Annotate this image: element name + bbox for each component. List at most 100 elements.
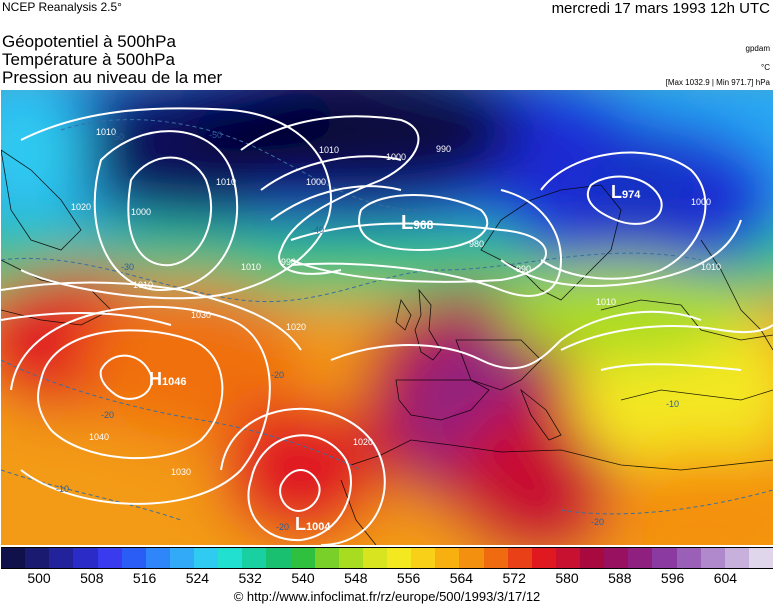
temperature-label: -10	[666, 399, 679, 409]
colorbar-tick-label: 516	[132, 570, 157, 586]
colorbar-swatch	[435, 548, 460, 568]
colorbar-swatch	[580, 548, 605, 568]
temperature-label: -20	[591, 517, 604, 527]
colorbar-swatch	[387, 548, 412, 568]
colorbar-ticks: 500 508 516 524 532 540 548 556 564 572 580 588 596 6…	[0, 570, 774, 590]
center-low-2: L974	[611, 182, 641, 202]
isobar-label: 1040	[89, 432, 109, 442]
colorbar-swatch	[73, 548, 98, 568]
temperature-label: -50	[209, 130, 222, 140]
colorbar-swatch	[604, 548, 629, 568]
temperature-labels: -50 -50 -40 -30 -20 -10 -20 -20 -10 -20	[56, 130, 679, 532]
isobar-label: 1010	[596, 297, 616, 307]
colorbar-swatch	[362, 548, 387, 568]
colorbar-tick-label: 564	[449, 570, 474, 586]
unit-pressure-range: [Max 1032.9 | Min 971.7] hPa	[665, 78, 770, 87]
colorbar-swatch	[555, 548, 580, 568]
colorbar-tick-label: 580	[555, 570, 579, 586]
temperature-label: -50	[111, 132, 124, 142]
colorbar-tick-label: 500	[27, 570, 51, 586]
colorbar-tick-label: 548	[344, 570, 368, 586]
colorbar-swatch	[483, 548, 508, 568]
colorbar-swatch	[724, 548, 749, 568]
isobar-label: 1000	[306, 177, 326, 187]
colorbar-swatch	[97, 548, 122, 568]
temperature-label: -30	[121, 262, 134, 272]
colorbar-tick-label: 532	[238, 570, 262, 586]
isobar-label: 990	[516, 264, 531, 274]
isobar-label: 1010	[216, 177, 236, 187]
geopotential-field	[1, 90, 773, 545]
colorbar-tick-label: 604	[713, 570, 738, 586]
colorbar-swatch	[338, 548, 363, 568]
colorbar-swatch	[49, 548, 74, 568]
colorbar-tick-label: 572	[502, 570, 526, 586]
temperature-label: -20	[276, 522, 289, 532]
colorbar-swatch	[266, 548, 291, 568]
isobar-label: 980	[469, 239, 484, 249]
isobar-label: 1000	[691, 197, 711, 207]
isobars	[1, 107, 773, 545]
center-low-1: L968	[401, 212, 434, 234]
date-label: mercredi 17 mars 1993 12h UTC	[551, 0, 770, 17]
colorbar-swatch	[145, 548, 170, 568]
temperature-isotherms	[1, 119, 773, 521]
colorbar-tick-label: 556	[396, 570, 421, 586]
colorbar-swatch	[121, 548, 146, 568]
colorbar-swatch	[652, 548, 677, 568]
colorbar-swatch	[1, 548, 26, 568]
colorbar-tick-label: 540	[291, 570, 315, 586]
colorbar-swatch	[748, 548, 773, 568]
isobar-label: 1010	[701, 262, 721, 272]
unit-celsius: °C	[761, 63, 770, 72]
colorbar-swatch	[676, 548, 701, 568]
colorbar-swatch	[169, 548, 194, 568]
pressure-centers: L968 L974 H1046 L1004	[149, 182, 641, 534]
isobar-label: 1010	[319, 145, 339, 155]
colorbar-swatch	[459, 548, 484, 568]
isobar-label: 1020	[71, 202, 91, 212]
isobar-label: 1010	[241, 262, 261, 272]
colorbar-swatch	[194, 548, 219, 568]
colorbar-swatch	[628, 548, 653, 568]
coastlines	[1, 149, 773, 545]
temperature-label: -20	[101, 410, 114, 420]
isobar-label: 1010	[133, 280, 153, 290]
colorbar-swatch	[700, 548, 725, 568]
colorbar-swatch	[25, 548, 50, 568]
colorbar	[1, 547, 773, 569]
colorbar-tick-label: 508	[80, 570, 104, 586]
isobar-label: 1020	[353, 437, 373, 447]
colorbar-swatch	[531, 548, 556, 568]
unit-gpdam: gpdam	[745, 44, 770, 53]
center-high-1: H1046	[149, 369, 186, 389]
title-pressure: Pression au niveau de la mer	[2, 68, 223, 87]
isobar-label: 1000	[131, 207, 151, 217]
colorbar-swatch	[411, 548, 436, 568]
temperature-label: -10	[56, 484, 69, 494]
isobar-label: 990	[436, 144, 451, 154]
colorbar-swatch	[314, 548, 339, 568]
center-low-3: L1004	[295, 514, 331, 534]
colorbar-swatch	[507, 548, 532, 568]
isobar-label: 1000	[386, 152, 406, 162]
colorbar-swatch	[290, 548, 315, 568]
isobar-label: 990	[281, 257, 296, 267]
data-source-label: NCEP Reanalysis 2.5°	[2, 0, 122, 14]
colorbar-tick-label: 588	[608, 570, 632, 586]
isobar-label: 1030	[171, 467, 191, 477]
title-geopotential: Géopotentiel à 500hPa	[2, 32, 176, 51]
temperature-label: -40	[311, 225, 324, 235]
isobar-label: 1030	[191, 310, 211, 320]
temperature-label: -20	[271, 370, 284, 380]
colorbar-swatch	[242, 548, 267, 568]
colorbar-tick-label: 596	[660, 570, 685, 586]
weather-map: L968 L974 H1046 L1004 1010 1020 1000 101…	[1, 90, 773, 545]
colorbar-swatch	[218, 548, 243, 568]
title-temperature: Température à 500hPa	[2, 50, 175, 69]
isobar-label: 1010	[96, 127, 116, 137]
copyright-url: © http://www.infoclimat.fr/rz/europe/500…	[233, 589, 541, 604]
colorbar-tick-label: 524	[185, 570, 210, 586]
isobar-label: 1020	[286, 322, 306, 332]
isobar-labels: 1010 1020 1000 1010 1010 1000 990 990 98…	[71, 127, 721, 477]
